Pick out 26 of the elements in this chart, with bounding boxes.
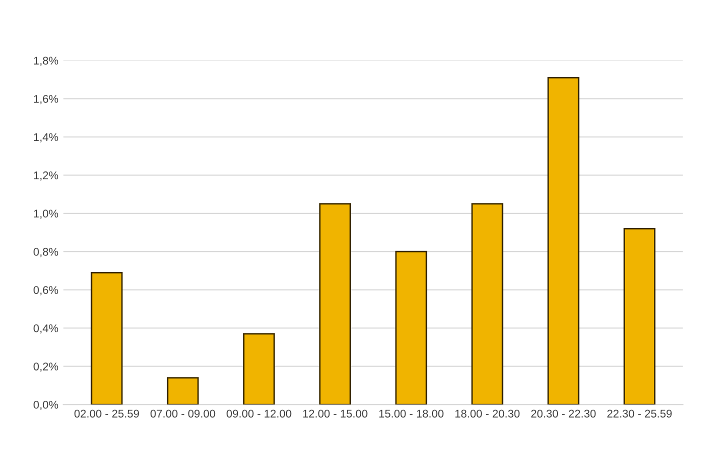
y-tick-label: 0,6% — [34, 286, 58, 296]
bar — [166, 377, 199, 405]
y-tick-label: 0,0% — [34, 400, 58, 410]
x-tick-label: 07.00 - 09.00 — [150, 410, 216, 418]
x-tick-label: 15.00 - 18.00 — [379, 410, 444, 418]
bar — [395, 250, 428, 405]
bar — [624, 228, 656, 405]
bar — [243, 333, 275, 405]
y-tick-label: 1,8% — [34, 56, 58, 66]
x-tick-label: 12.00 - 15.00 — [303, 410, 368, 418]
y-tick-label: 1,6% — [34, 94, 58, 104]
y-tick-label: 0,8% — [34, 248, 58, 258]
y-tick-label: 1,0% — [34, 210, 58, 219]
bar — [90, 272, 123, 405]
bar — [319, 203, 351, 405]
bar — [471, 203, 504, 405]
x-tick-label: 09.00 - 12.00 — [226, 410, 292, 418]
y-tick-label: 0,2% — [34, 362, 58, 372]
x-tick-label: 02.00 - 25.59 — [74, 410, 139, 418]
x-tick-label: 22.30 - 25.59 — [607, 410, 672, 418]
bar — [547, 76, 580, 405]
y-tick-label: 0,4% — [34, 324, 58, 334]
y-tick-label: 1,4% — [34, 133, 58, 142]
x-tick-label: 18.00 - 20.30 — [455, 410, 520, 418]
x-tick-label: 20.30 - 22.30 — [531, 410, 596, 418]
y-tick-label: 1,2% — [34, 171, 58, 181]
